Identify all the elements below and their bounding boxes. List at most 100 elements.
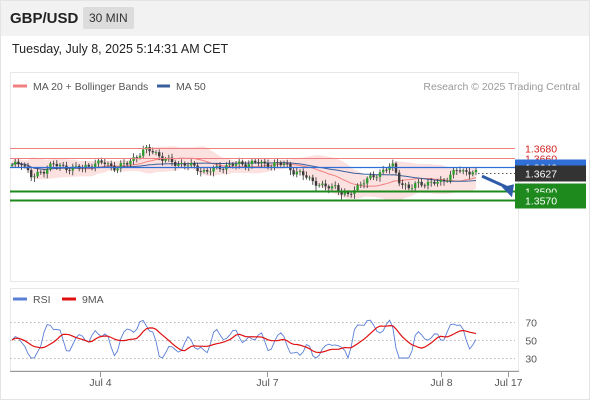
candle-body bbox=[186, 165, 190, 167]
candle-body bbox=[426, 181, 430, 186]
rsi-panel-border bbox=[10, 288, 519, 371]
candle bbox=[177, 161, 180, 168]
candle bbox=[49, 161, 52, 172]
candle bbox=[366, 176, 369, 189]
candle bbox=[17, 157, 20, 168]
x-axis-tick-label: Jul 4 bbox=[89, 377, 111, 389]
candle bbox=[452, 167, 455, 179]
candle-body bbox=[410, 188, 414, 189]
candle bbox=[295, 167, 298, 178]
rsi-plot: 70 50 30 bbox=[10, 318, 537, 366]
candle-body bbox=[385, 169, 388, 171]
candle-body bbox=[388, 166, 391, 170]
candle bbox=[286, 159, 289, 168]
candle bbox=[362, 179, 366, 189]
candle bbox=[110, 160, 113, 171]
candle-body bbox=[334, 185, 337, 187]
candle-body bbox=[446, 180, 449, 182]
candle bbox=[417, 178, 420, 188]
candle-body bbox=[359, 184, 362, 186]
candle-body bbox=[148, 146, 151, 152]
x-axis-tick-label: Jul 8 bbox=[430, 377, 452, 389]
candle-body bbox=[311, 177, 314, 182]
candle-body bbox=[55, 163, 58, 167]
candle bbox=[234, 161, 238, 170]
rsi-legend-label: RSI bbox=[33, 294, 51, 306]
candle bbox=[407, 181, 410, 191]
candle-body bbox=[183, 163, 186, 166]
x-axis-tick-label: Jul 17 bbox=[494, 377, 522, 389]
candle-body bbox=[404, 184, 407, 186]
bollinger-legend-label: MA 20 + Bollinger Bands bbox=[33, 81, 148, 93]
candle-body bbox=[362, 183, 366, 185]
candle-body bbox=[23, 165, 26, 167]
candle-body bbox=[295, 171, 298, 175]
candle bbox=[42, 169, 46, 178]
candle bbox=[426, 179, 430, 190]
candle bbox=[241, 159, 244, 167]
candle-body bbox=[298, 171, 302, 172]
candle-body bbox=[436, 181, 439, 184]
candle bbox=[420, 178, 423, 188]
candle bbox=[369, 172, 372, 181]
candle-body bbox=[238, 161, 241, 165]
candle-body bbox=[212, 167, 215, 172]
candle bbox=[103, 158, 106, 167]
candle bbox=[455, 167, 458, 176]
candle-body bbox=[465, 170, 468, 172]
candle bbox=[289, 161, 292, 175]
candle bbox=[142, 145, 145, 159]
candle bbox=[148, 144, 151, 156]
candle bbox=[330, 183, 334, 191]
candle-body bbox=[30, 170, 33, 178]
candle bbox=[324, 179, 327, 191]
last-price-label: 1.3627 bbox=[525, 169, 557, 181]
timestamp: Tuesday, July 8, 2025 5:14:31 AM CET bbox=[12, 42, 229, 56]
candle bbox=[388, 163, 391, 174]
candle bbox=[305, 171, 308, 180]
candle-body bbox=[327, 186, 330, 189]
candle-body bbox=[39, 171, 42, 173]
candle-body bbox=[174, 162, 177, 166]
candle-body bbox=[209, 171, 212, 173]
candle bbox=[62, 161, 65, 168]
candle-body bbox=[263, 161, 266, 164]
timeframe-badge[interactable]: 30 MIN bbox=[83, 7, 134, 29]
candle-body bbox=[423, 185, 426, 187]
candle-body bbox=[452, 169, 455, 175]
candle-body bbox=[244, 164, 247, 168]
candle-body bbox=[106, 163, 110, 165]
rsi-tick-label: 70 bbox=[525, 318, 537, 330]
candle-body bbox=[52, 163, 55, 165]
candle bbox=[154, 150, 158, 156]
candle-body bbox=[234, 164, 238, 166]
candle-body bbox=[206, 170, 209, 172]
candle bbox=[126, 161, 129, 167]
candle bbox=[106, 161, 110, 168]
candle-body bbox=[49, 163, 52, 170]
candle-body bbox=[279, 162, 282, 165]
candle bbox=[39, 169, 42, 175]
candle-body bbox=[122, 163, 126, 164]
candle-body bbox=[180, 163, 183, 164]
candle bbox=[196, 162, 199, 175]
candle-body bbox=[257, 162, 260, 164]
support-level-tag bbox=[515, 192, 586, 209]
candle bbox=[30, 168, 33, 182]
forecast-arrow-head bbox=[502, 184, 514, 198]
candle bbox=[260, 159, 263, 168]
candle-body bbox=[170, 157, 174, 163]
candle-body bbox=[158, 152, 161, 157]
candle bbox=[71, 163, 74, 176]
bollinger-band-area bbox=[12, 146, 476, 201]
candle-body bbox=[135, 157, 138, 158]
candle bbox=[55, 160, 58, 170]
candle bbox=[215, 163, 218, 170]
candle bbox=[263, 158, 266, 169]
candle bbox=[430, 178, 433, 187]
candle-body bbox=[151, 151, 154, 153]
candle bbox=[52, 160, 55, 167]
candle-body bbox=[42, 171, 46, 174]
candle-body bbox=[33, 176, 36, 178]
